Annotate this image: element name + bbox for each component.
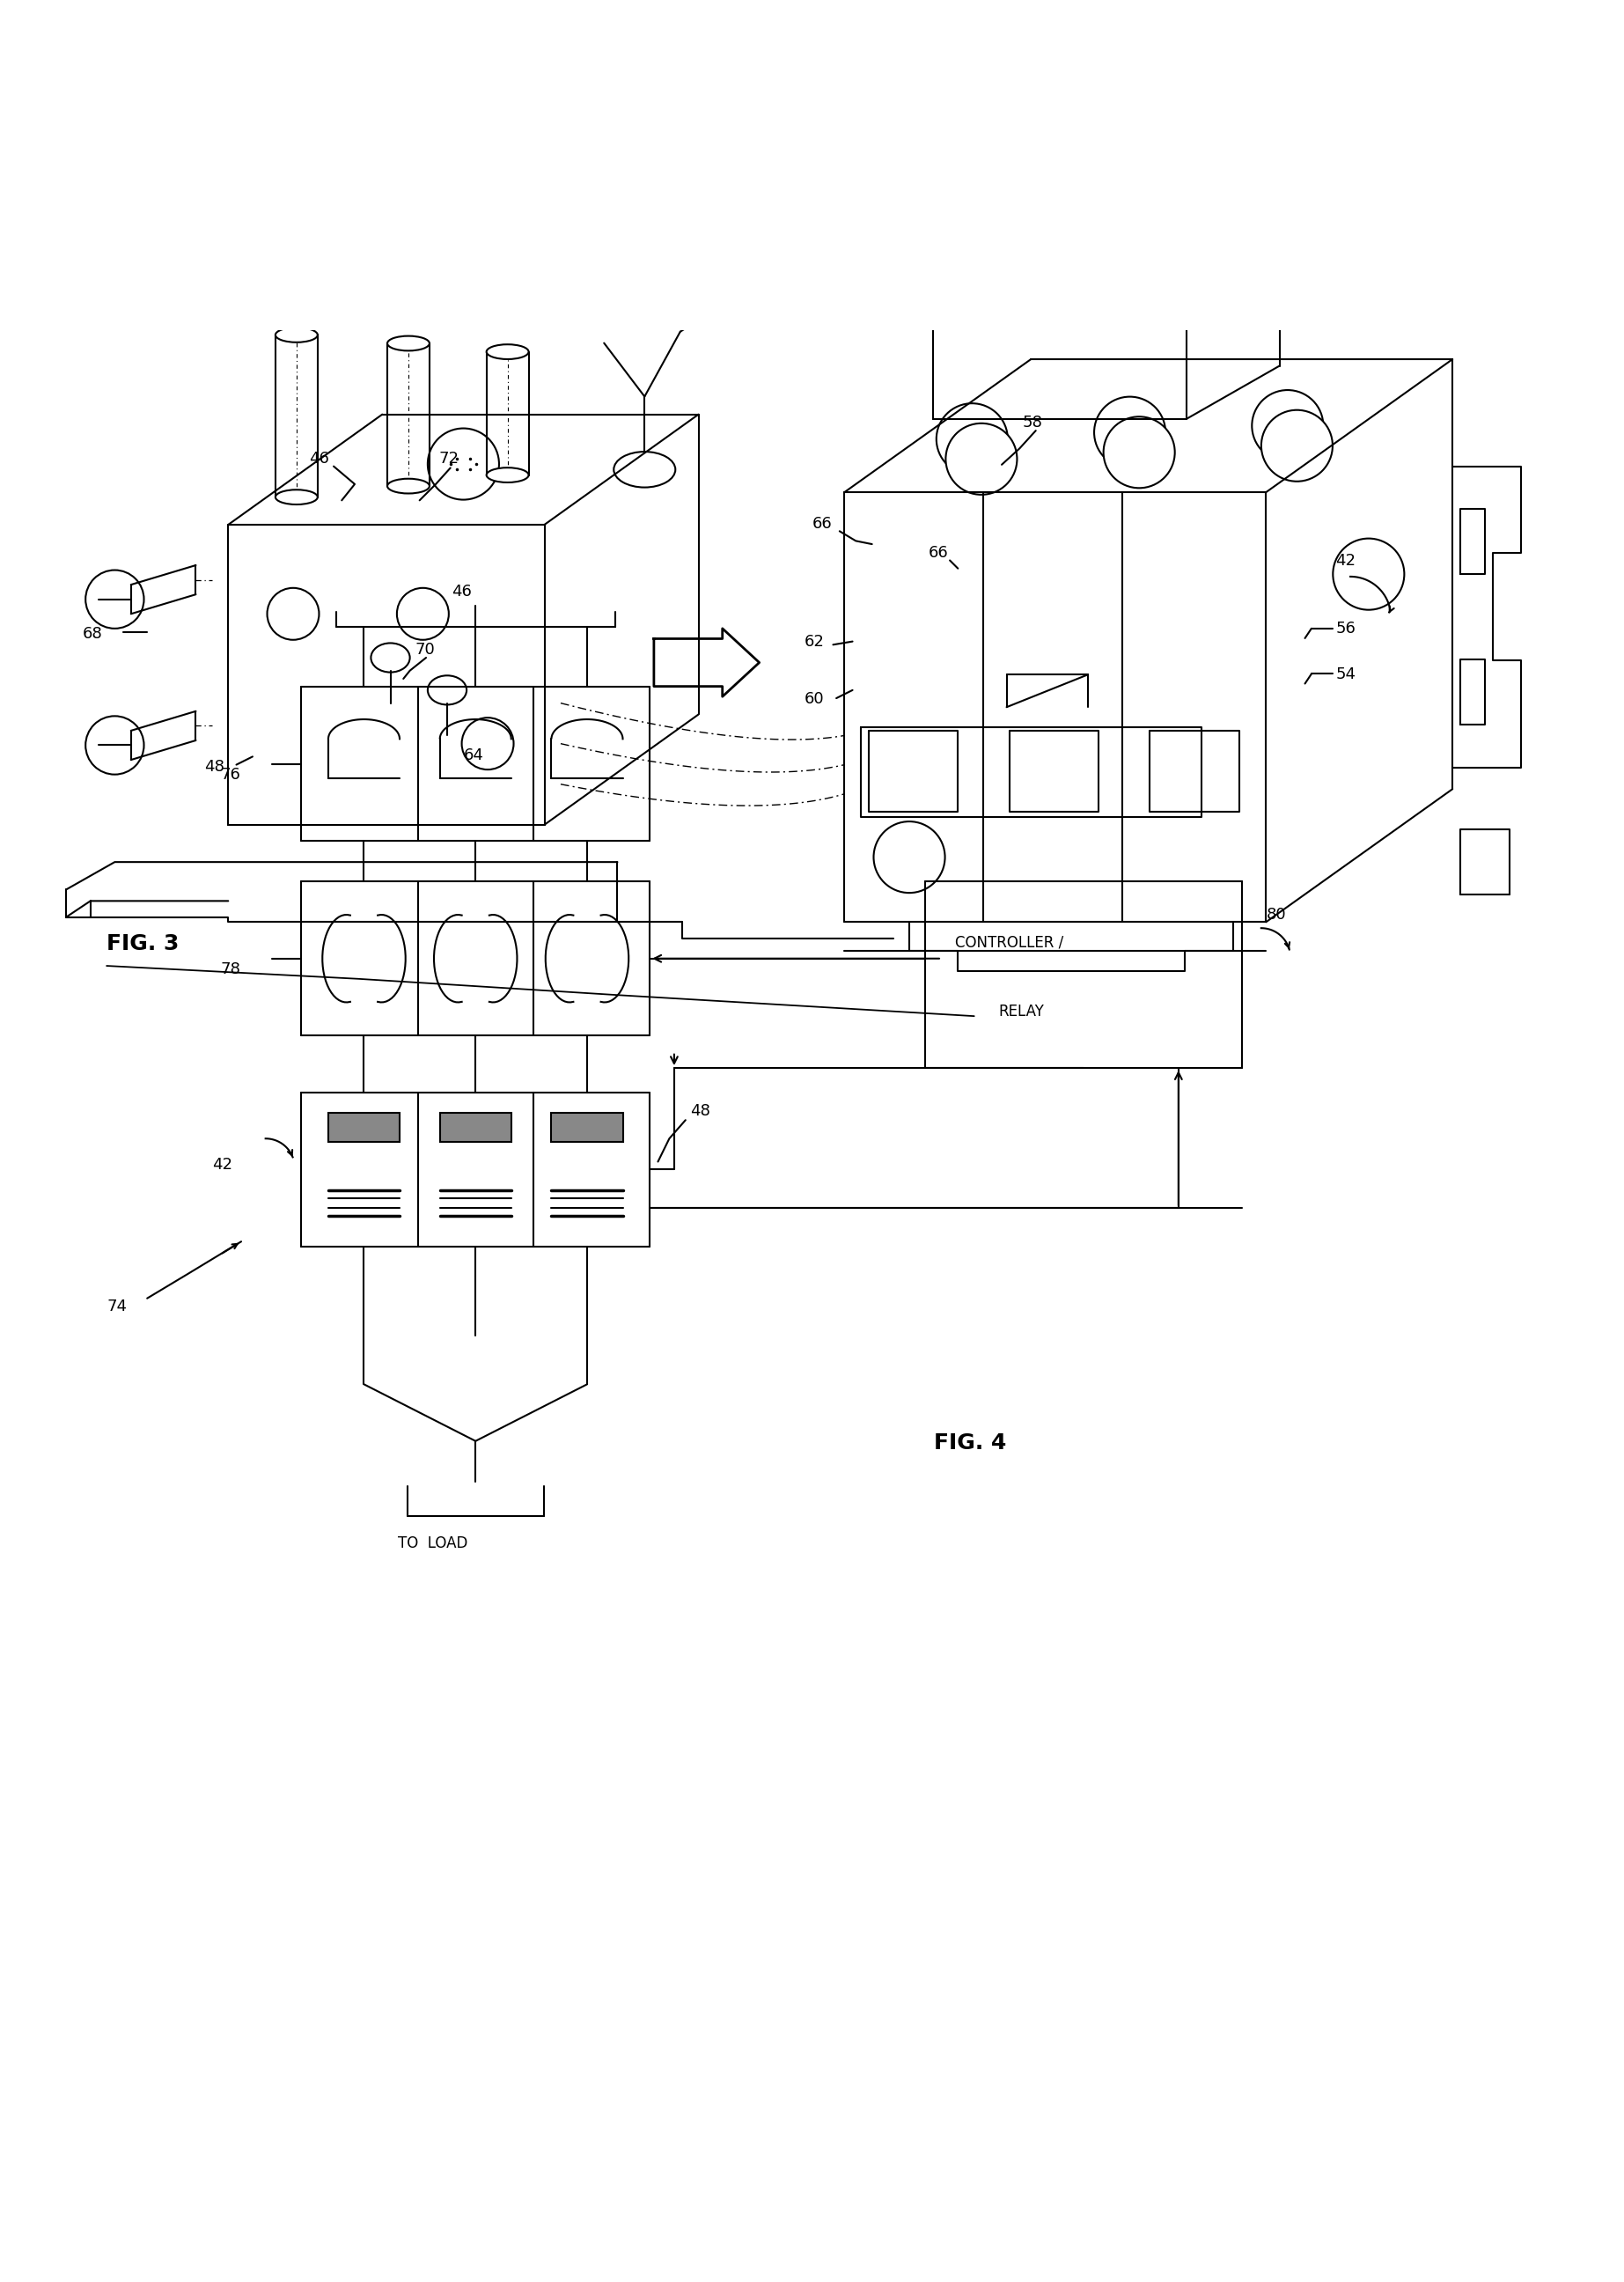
- Text: CONTROLLER /: CONTROLLER /: [955, 933, 1064, 949]
- Text: 46: 46: [451, 584, 471, 600]
- Text: 58: 58: [1023, 415, 1043, 431]
- Circle shape: [1095, 397, 1166, 468]
- Text: 48: 48: [690, 1102, 711, 1118]
- Ellipse shape: [614, 452, 676, 488]
- FancyBboxPatch shape: [552, 1111, 622, 1141]
- Text: 42: 42: [213, 1157, 232, 1173]
- Text: FIG. 4: FIG. 4: [934, 1433, 1007, 1454]
- Text: FIG. 3: FIG. 3: [107, 933, 179, 954]
- Text: 46: 46: [309, 452, 330, 466]
- Text: 54: 54: [1337, 666, 1356, 682]
- Text: 62: 62: [804, 634, 823, 650]
- Ellipse shape: [276, 329, 318, 342]
- Ellipse shape: [387, 479, 429, 493]
- Text: 42: 42: [1337, 552, 1356, 568]
- Circle shape: [1103, 418, 1174, 488]
- Text: 72: 72: [438, 452, 460, 466]
- Text: 48: 48: [205, 760, 224, 774]
- Circle shape: [1252, 390, 1324, 461]
- Text: 68: 68: [83, 625, 102, 641]
- Text: 80: 80: [1267, 906, 1286, 922]
- Ellipse shape: [276, 491, 318, 504]
- Text: 74: 74: [107, 1298, 127, 1314]
- Circle shape: [945, 424, 1017, 495]
- Text: 66: 66: [929, 545, 948, 561]
- FancyBboxPatch shape: [328, 1111, 400, 1141]
- Circle shape: [86, 570, 145, 628]
- Ellipse shape: [487, 345, 529, 358]
- Circle shape: [937, 404, 1009, 475]
- FancyBboxPatch shape: [440, 1111, 512, 1141]
- Text: 70: 70: [414, 641, 435, 657]
- Ellipse shape: [487, 468, 529, 482]
- Circle shape: [86, 717, 145, 774]
- Text: 64: 64: [463, 748, 484, 764]
- Text: TO  LOAD: TO LOAD: [398, 1536, 468, 1552]
- Text: 56: 56: [1337, 621, 1356, 637]
- Text: 66: 66: [812, 516, 831, 532]
- Circle shape: [1333, 539, 1405, 609]
- Text: 60: 60: [804, 691, 823, 707]
- Text: 78: 78: [221, 961, 240, 977]
- Text: 76: 76: [221, 767, 240, 783]
- Ellipse shape: [387, 335, 429, 351]
- Circle shape: [1262, 411, 1333, 482]
- Text: RELAY: RELAY: [999, 1004, 1044, 1020]
- Circle shape: [874, 822, 945, 892]
